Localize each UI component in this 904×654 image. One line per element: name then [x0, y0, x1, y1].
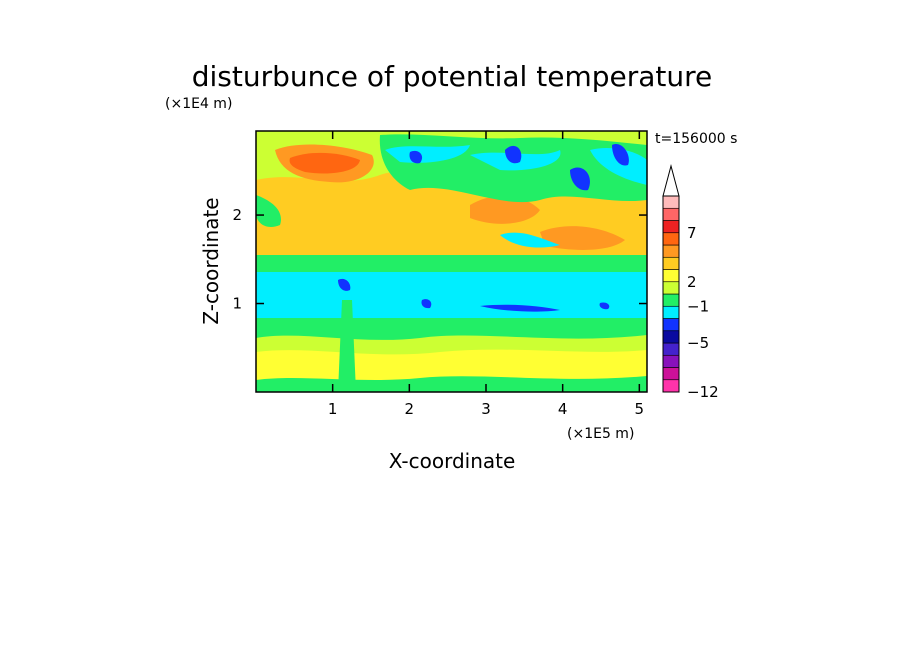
x-scale-label: (×1E5 m): [567, 426, 634, 442]
colorbar-segment: [662, 354, 680, 368]
x-tick-label: 4: [558, 400, 568, 418]
field-green-upper-band: [256, 255, 647, 273]
heatmap-field: [256, 131, 647, 392]
colorbar-segment: [662, 269, 680, 283]
colorbar-segment: [662, 379, 680, 393]
colorbar-tick-label: −5: [687, 334, 709, 352]
colorbar-segment: [662, 195, 680, 209]
colorbar-tick-label: −12: [687, 383, 719, 401]
field-upper-red-core: [289, 152, 360, 174]
field-vertical-plume: [338, 300, 356, 392]
x-tick-label: 2: [405, 400, 415, 418]
colorbar-frame: [662, 195, 680, 393]
time-label: t=156000 s: [655, 131, 737, 147]
field-bottom-green: [256, 376, 647, 392]
colorbar-segment: [662, 256, 680, 270]
x-axis-ticks: 1 2 3 4 5: [328, 131, 644, 418]
colorbar-segment: [662, 281, 680, 295]
field-upper-blue-eddies: [409, 144, 629, 283]
y-axis-label: Z-coordinate: [199, 197, 223, 324]
colorbar-tick-label: 7: [687, 224, 697, 242]
x-tick-label: 1: [328, 400, 338, 418]
colorbar-segment: [662, 330, 680, 344]
x-axis-label: X-coordinate: [389, 449, 516, 473]
colorbar-segment: [662, 318, 680, 332]
x-tick-label: 5: [635, 400, 645, 418]
chart-title: disturbunce of potential temperature: [192, 60, 713, 93]
colorbar-segment: [662, 220, 680, 234]
colorbar-segment: [662, 342, 680, 356]
colorbar-tick-label: −1: [687, 297, 709, 315]
y-axis-ticks: 12: [232, 206, 647, 313]
y-scale-label: (×1E4 m): [165, 96, 232, 112]
y-tick-label: 1: [232, 295, 242, 313]
colorbar-segment: [662, 367, 680, 381]
x-tick-label: 3: [481, 400, 491, 418]
colorbar-segment: [662, 232, 680, 246]
plot-frame: [255, 130, 648, 393]
y-tick-label: 2: [232, 206, 242, 224]
colorbar-segment: [662, 244, 680, 258]
field-upper-orange-patches: [275, 144, 625, 250]
colorbar-segment: [662, 293, 680, 307]
colorbar-segment: [662, 305, 680, 319]
colorbar-segment: [662, 207, 680, 221]
field-cyan-layer: [256, 272, 647, 320]
colorbar: 7 2 −1 −5 −12: [662, 164, 719, 401]
colorbar-extend-arrow: [662, 164, 680, 197]
colorbar-tick-label: 2: [687, 273, 697, 291]
